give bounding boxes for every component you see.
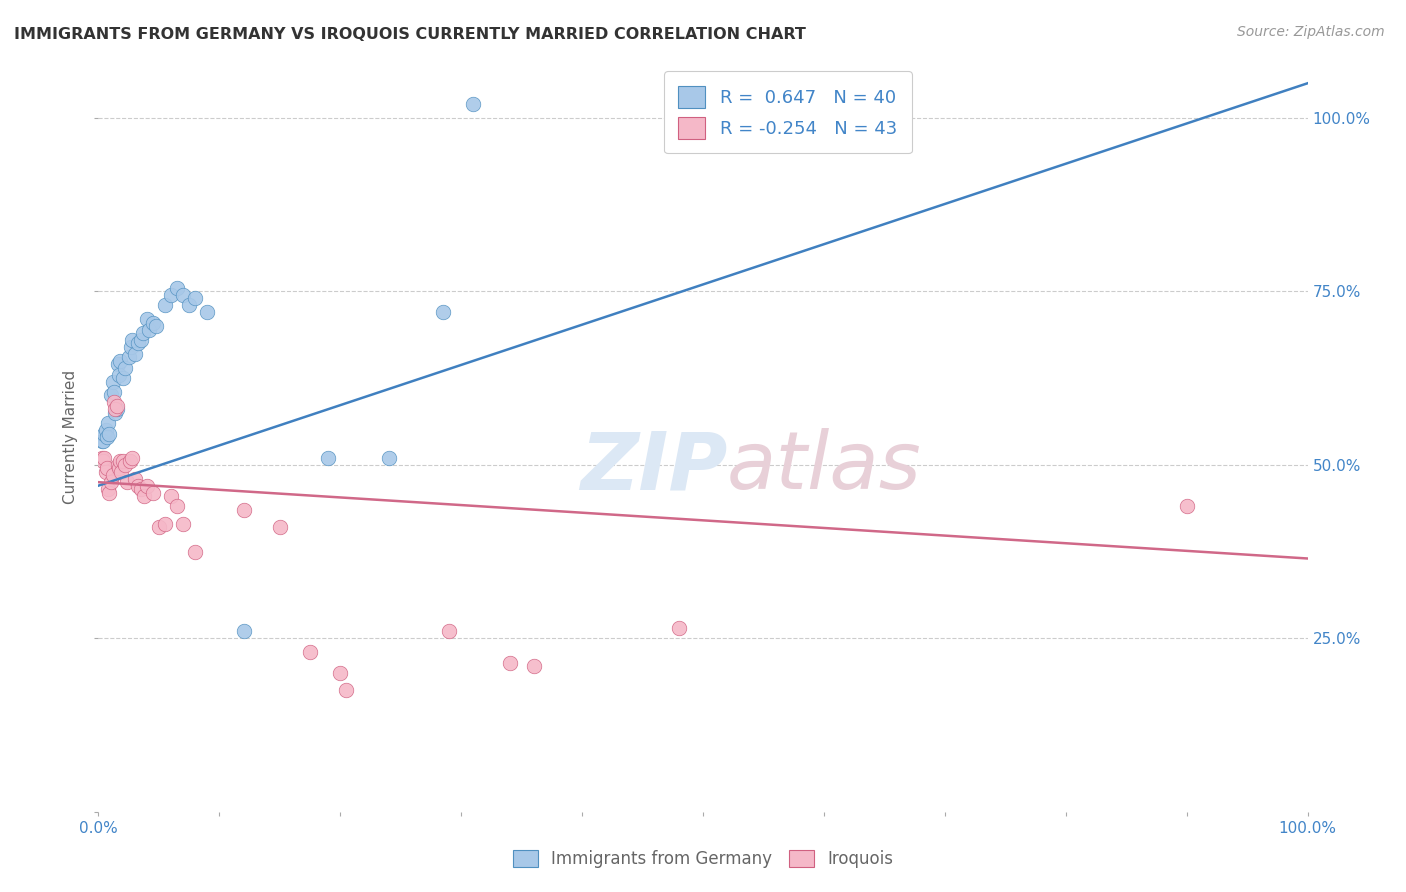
Point xyxy=(166,281,188,295)
Point xyxy=(111,371,134,385)
Point xyxy=(184,291,207,305)
Point xyxy=(129,333,152,347)
Point xyxy=(101,375,124,389)
Point xyxy=(108,353,131,368)
Point xyxy=(91,434,114,448)
Point xyxy=(153,298,176,312)
Point xyxy=(98,426,121,441)
Point xyxy=(98,485,121,500)
Point xyxy=(160,288,183,302)
Y-axis label: Currently Married: Currently Married xyxy=(63,370,79,504)
Point xyxy=(184,544,207,558)
Text: IMMIGRANTS FROM GERMANY VS IROQUOIS CURRENTLY MARRIED CORRELATION CHART: IMMIGRANTS FROM GERMANY VS IROQUOIS CURR… xyxy=(14,27,806,42)
Point xyxy=(101,468,124,483)
Point xyxy=(108,454,131,468)
Point xyxy=(108,368,131,382)
Point xyxy=(120,340,142,354)
Point xyxy=(97,482,120,496)
Point xyxy=(91,450,114,465)
Point xyxy=(104,402,127,417)
Point xyxy=(172,288,194,302)
Point xyxy=(148,520,170,534)
Point xyxy=(108,461,131,475)
Point xyxy=(1175,500,1198,514)
Text: atlas: atlas xyxy=(727,428,922,506)
Point xyxy=(96,430,118,444)
Point xyxy=(232,624,254,639)
Point xyxy=(172,516,194,531)
Point xyxy=(142,485,165,500)
Point xyxy=(104,406,127,420)
Point xyxy=(91,434,114,448)
Point xyxy=(91,454,114,468)
Point xyxy=(127,336,149,351)
Point xyxy=(432,305,454,319)
Point xyxy=(166,500,188,514)
Point xyxy=(179,298,201,312)
Point xyxy=(132,326,155,340)
Point xyxy=(105,402,128,417)
Point xyxy=(118,351,141,365)
Text: ZIP: ZIP xyxy=(579,428,727,506)
Point xyxy=(124,472,146,486)
Point xyxy=(93,450,115,465)
Point xyxy=(105,399,128,413)
Point xyxy=(335,683,357,698)
Point xyxy=(668,621,690,635)
Point xyxy=(498,656,520,670)
Legend: Immigrants from Germany, Iroquois: Immigrants from Germany, Iroquois xyxy=(506,843,900,875)
Point xyxy=(121,333,143,347)
Point xyxy=(114,360,136,375)
Point xyxy=(107,458,129,472)
Point xyxy=(437,624,460,639)
Legend: R =  0.647   N = 40, R = -0.254   N = 43: R = 0.647 N = 40, R = -0.254 N = 43 xyxy=(664,71,911,153)
Point xyxy=(145,319,167,334)
Point xyxy=(121,450,143,465)
Point xyxy=(96,461,118,475)
Point xyxy=(97,416,120,430)
Point xyxy=(107,357,129,371)
Point xyxy=(94,423,117,437)
Point xyxy=(142,316,165,330)
Point xyxy=(111,454,134,468)
Point xyxy=(138,322,160,336)
Point xyxy=(299,645,322,659)
Point xyxy=(377,450,399,465)
Point xyxy=(100,388,122,402)
Point xyxy=(134,489,156,503)
Point xyxy=(129,482,152,496)
Point xyxy=(523,659,546,673)
Point xyxy=(94,465,117,479)
Point xyxy=(103,395,125,409)
Point xyxy=(195,305,218,319)
Point xyxy=(117,475,139,490)
Point xyxy=(93,426,115,441)
Point xyxy=(100,475,122,490)
Text: Source: ZipAtlas.com: Source: ZipAtlas.com xyxy=(1237,25,1385,39)
Point xyxy=(118,454,141,468)
Point xyxy=(329,665,352,680)
Point xyxy=(153,516,176,531)
Point xyxy=(269,520,291,534)
Point xyxy=(114,458,136,472)
Point xyxy=(124,347,146,361)
Point xyxy=(103,384,125,399)
Point xyxy=(135,478,157,492)
Point xyxy=(135,312,157,326)
Point xyxy=(316,450,339,465)
Point xyxy=(463,97,485,112)
Point xyxy=(127,478,149,492)
Point xyxy=(160,489,183,503)
Point xyxy=(110,465,132,479)
Point xyxy=(232,503,254,517)
